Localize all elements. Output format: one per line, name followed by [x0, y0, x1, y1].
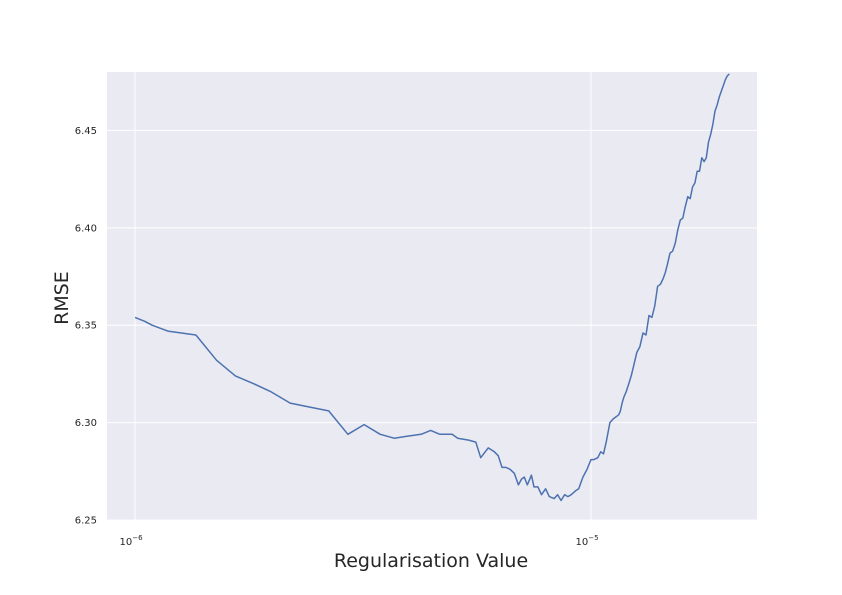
- x-tick-label: 10−5: [575, 534, 598, 548]
- plot-background: [107, 72, 757, 520]
- x-axis-title: Regularisation Value: [334, 550, 528, 572]
- y-tick-label: 6.35: [75, 321, 97, 332]
- y-tick-labels: 6.25 6.30 6.35 6.40 6.45: [75, 126, 97, 527]
- y-tick-label: 6.45: [75, 126, 97, 137]
- y-axis-title: RMSE: [51, 271, 73, 325]
- x-tick-labels: 10−6 10−5: [119, 534, 598, 548]
- x-tick-label: 10−6: [119, 534, 143, 548]
- y-tick-label: 6.30: [75, 418, 97, 429]
- series-line: [134, 73, 730, 502]
- y-tick-label: 6.40: [75, 223, 97, 234]
- grid: [107, 72, 757, 521]
- y-tick-label: 6.25: [75, 516, 97, 527]
